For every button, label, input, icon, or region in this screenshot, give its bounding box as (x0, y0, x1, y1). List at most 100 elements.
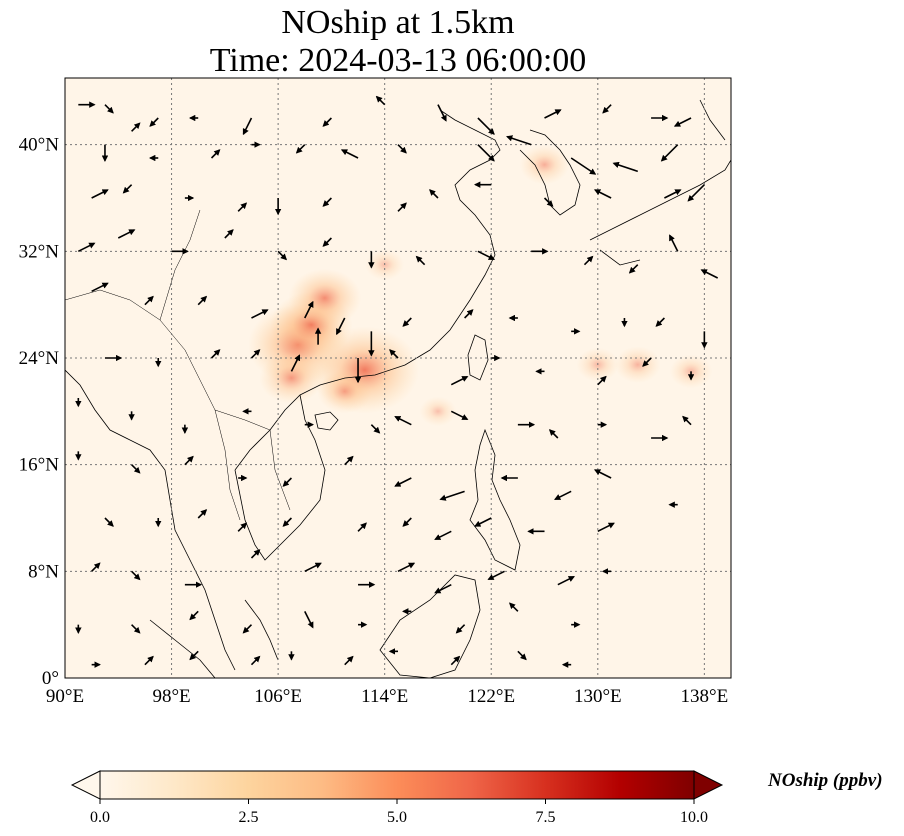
concentration-hotspot-6 (519, 144, 570, 185)
wind-arrow-98 (282, 477, 293, 487)
wind-arrow-5 (242, 117, 253, 136)
wind-arrow-93 (682, 415, 692, 426)
wind-arrow-56 (251, 309, 269, 319)
wind-arrow-86 (370, 424, 381, 434)
wind-arrow-116 (597, 522, 615, 533)
wind-arrow-46 (415, 255, 426, 266)
wind-arrow-108 (197, 509, 208, 519)
wind-arrow-51 (669, 234, 679, 252)
wind-arrow-27 (122, 184, 133, 194)
wind-arrow-117 (91, 562, 101, 572)
wind-arrow-35 (543, 197, 554, 207)
wind-arrow-136 (508, 602, 519, 612)
wind-arrow-75 (450, 375, 469, 386)
wind-arrow-123 (397, 562, 416, 573)
chart-title-line2: Time: 2024-03-13 06:00:00 (209, 42, 587, 79)
y-tick-label-24: 24°N (19, 348, 60, 369)
coastline-vietnam (234, 394, 326, 561)
wind-arrow-88 (450, 410, 469, 421)
wind-arrow-1 (104, 104, 114, 114)
x-tick-label-138: 138°E (681, 686, 729, 707)
colorbar-ticks: 0.0 2.5 5.0 7.5 10.0 (90, 799, 708, 826)
wind-arrow-43 (277, 250, 288, 261)
wind-arrow-26 (91, 189, 109, 199)
colorbar-extend-max (693, 770, 724, 800)
wind-arrow-47 (477, 250, 496, 261)
wind-arrow-124 (434, 583, 452, 594)
y-tick-label-40: 40°N (19, 135, 60, 156)
coastline-borneo (379, 574, 481, 678)
wind-arrow-54 (144, 295, 154, 306)
wind-arrow-139 (144, 655, 154, 666)
wind-arrow-50 (628, 264, 639, 274)
wind-arrow-146 (517, 650, 527, 661)
wind-arrow-60 (402, 317, 412, 327)
wind-arrow-36 (593, 189, 612, 199)
wind-arrow-31 (322, 197, 332, 207)
wind-arrow-58 (336, 317, 346, 336)
concentration-hotspot-7 (614, 346, 661, 384)
x-tick-label-114: 114°E (361, 686, 408, 707)
colorbar-tick-label-7.5: 7.5 (536, 809, 556, 826)
colorbar-tick-label-5.0: 5.0 (387, 809, 407, 826)
wind-arrow-40 (117, 229, 136, 239)
wind-arrow-90 (548, 429, 559, 439)
wind-arrow-74 (389, 349, 399, 359)
wind-arrow-65 (655, 317, 665, 327)
wind-arrow-120 (250, 549, 261, 559)
wind-arrow-29 (237, 202, 248, 212)
wind-arrow-78 (597, 375, 607, 386)
colorbar-tick-label-2.5: 2.5 (239, 809, 259, 826)
wind-arrow-106 (104, 517, 114, 527)
wind-arrow-140 (189, 650, 199, 661)
colorbar-gradient (99, 770, 695, 800)
wind-arrow-141 (250, 655, 261, 666)
wind-arrow-126 (557, 575, 575, 586)
x-tick-label-122: 122°E (467, 686, 515, 707)
wind-arrow-69 (210, 349, 221, 359)
colorbar: 0.0 2.5 5.0 7.5 10.0 (70, 770, 724, 826)
wind-arrow-61 (464, 309, 474, 319)
x-axis-ticks: 90°E 98°E 106°E 114°E 122°E 130°E 138°E (46, 686, 728, 707)
wind-arrow-125 (487, 570, 505, 581)
wind-arrow-87 (394, 415, 412, 426)
coastline-taiwan (467, 334, 489, 381)
coastline-layer (65, 99, 731, 678)
wind-arrow-20 (397, 144, 407, 154)
wind-arrow-49 (583, 255, 594, 266)
wind-arrow-9 (477, 117, 495, 135)
wind-vectors (75, 95, 719, 668)
wind-arrow-16 (210, 149, 221, 159)
wind-arrow-42 (224, 229, 234, 239)
wind-arrow-38 (687, 184, 705, 202)
y-tick-label-32: 32°N (19, 241, 60, 262)
wind-arrow-23 (570, 157, 597, 175)
wind-arrow-7 (375, 95, 386, 106)
concentration-hotspot-4 (259, 352, 324, 404)
wind-arrow-55 (197, 295, 208, 306)
wind-arrow-118 (131, 570, 141, 581)
wind-arrow-111 (357, 522, 367, 532)
concentration-layer (248, 144, 713, 427)
wind-arrow-113 (434, 530, 452, 541)
wind-arrow-22 (505, 135, 532, 146)
wind-arrow-71 (290, 354, 301, 372)
x-tick-label-130: 130°E (574, 686, 622, 707)
concentration-hotspot-2 (288, 268, 362, 328)
wind-arrow-112 (402, 517, 412, 527)
y-tick-label-0: 0° (42, 668, 59, 689)
wind-arrow-110 (282, 517, 293, 527)
wind-arrow-39 (77, 242, 96, 253)
wind-arrow-135 (455, 624, 466, 634)
wind-arrow-104 (593, 469, 612, 479)
wind-arrow-3 (149, 117, 159, 127)
wind-arrow-96 (184, 455, 194, 466)
wind-arrow-100 (394, 477, 412, 487)
colorbar-tick-label-10.0: 10.0 (680, 809, 708, 826)
wind-arrow-145 (450, 655, 461, 666)
wind-arrow-109 (237, 522, 248, 532)
wind-arrow-10 (544, 109, 562, 119)
wind-arrow-99 (344, 455, 354, 466)
wind-arrow-70 (250, 349, 261, 359)
